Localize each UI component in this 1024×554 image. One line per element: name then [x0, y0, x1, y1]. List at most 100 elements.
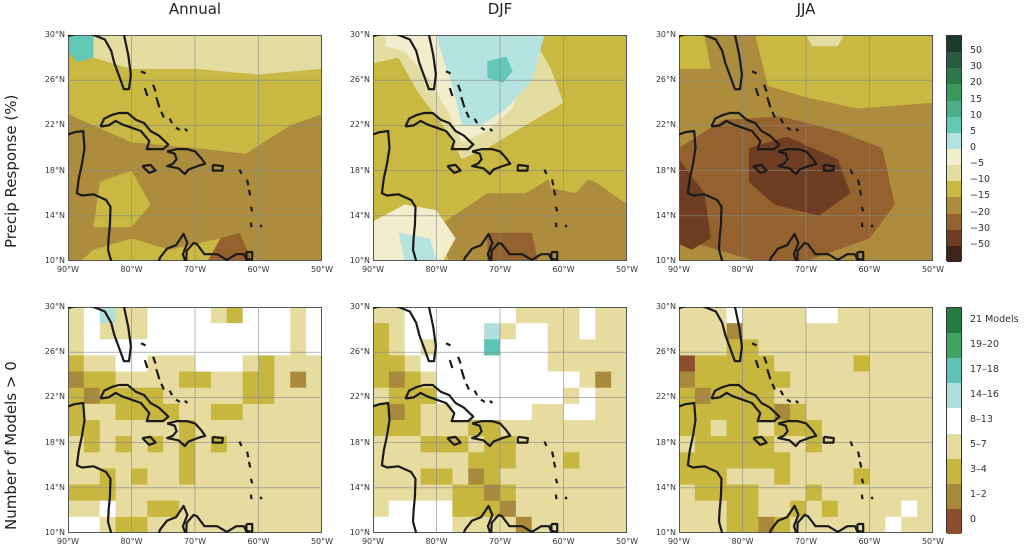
model-count-cell: [83, 339, 101, 356]
model-count-cell: [611, 371, 627, 389]
island-coastline: [246, 179, 250, 186]
coastline: [856, 250, 865, 261]
model-count-cell: [853, 500, 870, 518]
model-count-cell: [790, 452, 807, 469]
island-coastline: [175, 398, 181, 403]
model-count-cell: [917, 436, 933, 453]
model-count-cell: [885, 355, 902, 372]
model-count-cell: [579, 420, 596, 437]
island-coastline: [152, 84, 157, 92]
model-count-cell: [373, 307, 390, 324]
model-count-cell: [179, 307, 196, 324]
model-count-cell: [420, 452, 437, 469]
model-count-cell: [274, 468, 291, 485]
model-count-cell: [742, 339, 759, 356]
model-count-cell: [163, 468, 180, 485]
island-coastline: [249, 222, 253, 228]
model-count-cell: [579, 323, 596, 340]
coastline: [404, 111, 475, 151]
model-count-cell: [452, 484, 469, 502]
model-count-cell: [790, 403, 807, 421]
colorbar-label: 30: [970, 61, 983, 73]
model-count-cell: [531, 420, 549, 437]
model-count-cell: [163, 452, 180, 469]
model-count-cell: [726, 420, 743, 437]
model-count-cell: [694, 307, 712, 324]
model-count-cell: [242, 323, 259, 340]
model-count-cell: [242, 468, 259, 485]
model-count-cell: [611, 339, 627, 356]
model-count-cell: [258, 387, 275, 405]
colorbar-label: 14–16: [970, 388, 999, 400]
model-count-cell: [274, 371, 291, 389]
model-count-cell: [531, 468, 549, 485]
model-count-cell: [710, 484, 728, 502]
map-annual-models: [68, 307, 322, 533]
model-count-cell: [806, 452, 823, 469]
model-count-cell: [226, 436, 244, 453]
model-count-cell: [484, 484, 501, 502]
coastline: [446, 435, 462, 446]
model-count-cell: [468, 452, 485, 469]
model-count-cell: [885, 516, 902, 533]
island-coastline: [860, 206, 865, 212]
model-count-cell: [837, 355, 855, 372]
model-count-cell: [404, 452, 422, 469]
model-count-cell: [115, 355, 132, 372]
coastline: [157, 232, 249, 261]
coastline: [776, 419, 818, 448]
model-count-cell: [853, 339, 870, 356]
lon-tick-label: 50°W: [921, 537, 945, 546]
island-coastline: [480, 398, 486, 403]
model-count-cell: [500, 436, 517, 453]
precip-map-annual: [68, 35, 322, 261]
model-count-cell: [147, 355, 164, 372]
model-count-cell: [547, 339, 564, 356]
model-count-cell: [790, 500, 807, 518]
model-count-cell: [195, 436, 212, 453]
model-count-cell: [500, 339, 517, 356]
model-count-cell: [210, 452, 228, 469]
island-coastline: [160, 111, 165, 118]
model-count-cell: [515, 387, 533, 405]
model-count-cell: [163, 371, 180, 389]
model-count-cell: [758, 420, 775, 437]
col-title-annual: Annual: [168, 0, 222, 18]
colorbar-swatch: [947, 100, 961, 117]
model-count-cell: [821, 452, 839, 469]
model-count-cell: [611, 468, 627, 485]
model-count-cell: [226, 500, 244, 518]
island-coastline: [460, 368, 466, 380]
model-count-cell: [290, 307, 307, 324]
island-coastline: [860, 222, 864, 228]
model-count-cell: [901, 452, 918, 469]
model-count-cell: [373, 468, 390, 485]
model-count-cell: [806, 436, 823, 453]
model-count-cell: [115, 500, 132, 518]
model-count-cell: [179, 403, 196, 421]
map-djf-models: [373, 307, 627, 533]
model-count-cell: [531, 355, 549, 372]
model-count-cell: [436, 307, 453, 324]
coastline: [752, 163, 768, 174]
model-count-cell: [885, 500, 902, 518]
colorbar-swatch: [947, 433, 961, 459]
model-count-cell: [837, 436, 855, 453]
model-count-cell: [742, 452, 759, 469]
model-count-cell: [710, 436, 728, 453]
model-count-cell: [210, 484, 228, 502]
model-count-cell: [452, 355, 469, 372]
model-count-cell: [290, 516, 307, 533]
model-count-cell: [611, 484, 627, 502]
model-count-cell: [694, 355, 712, 372]
model-count-cell: [611, 500, 627, 518]
model-count-cell: [774, 371, 791, 389]
model-count-cell: [99, 355, 117, 372]
model-count-cell: [917, 452, 933, 469]
model-count-cell: [806, 339, 823, 356]
model-count-cell: [500, 323, 517, 340]
model-count-cell: [595, 339, 612, 356]
island-coastline: [489, 399, 494, 404]
model-count-cell: [563, 371, 580, 389]
model-count-cell: [99, 339, 117, 356]
